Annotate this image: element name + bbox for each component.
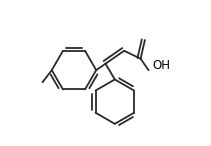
Text: OH: OH xyxy=(152,59,170,72)
